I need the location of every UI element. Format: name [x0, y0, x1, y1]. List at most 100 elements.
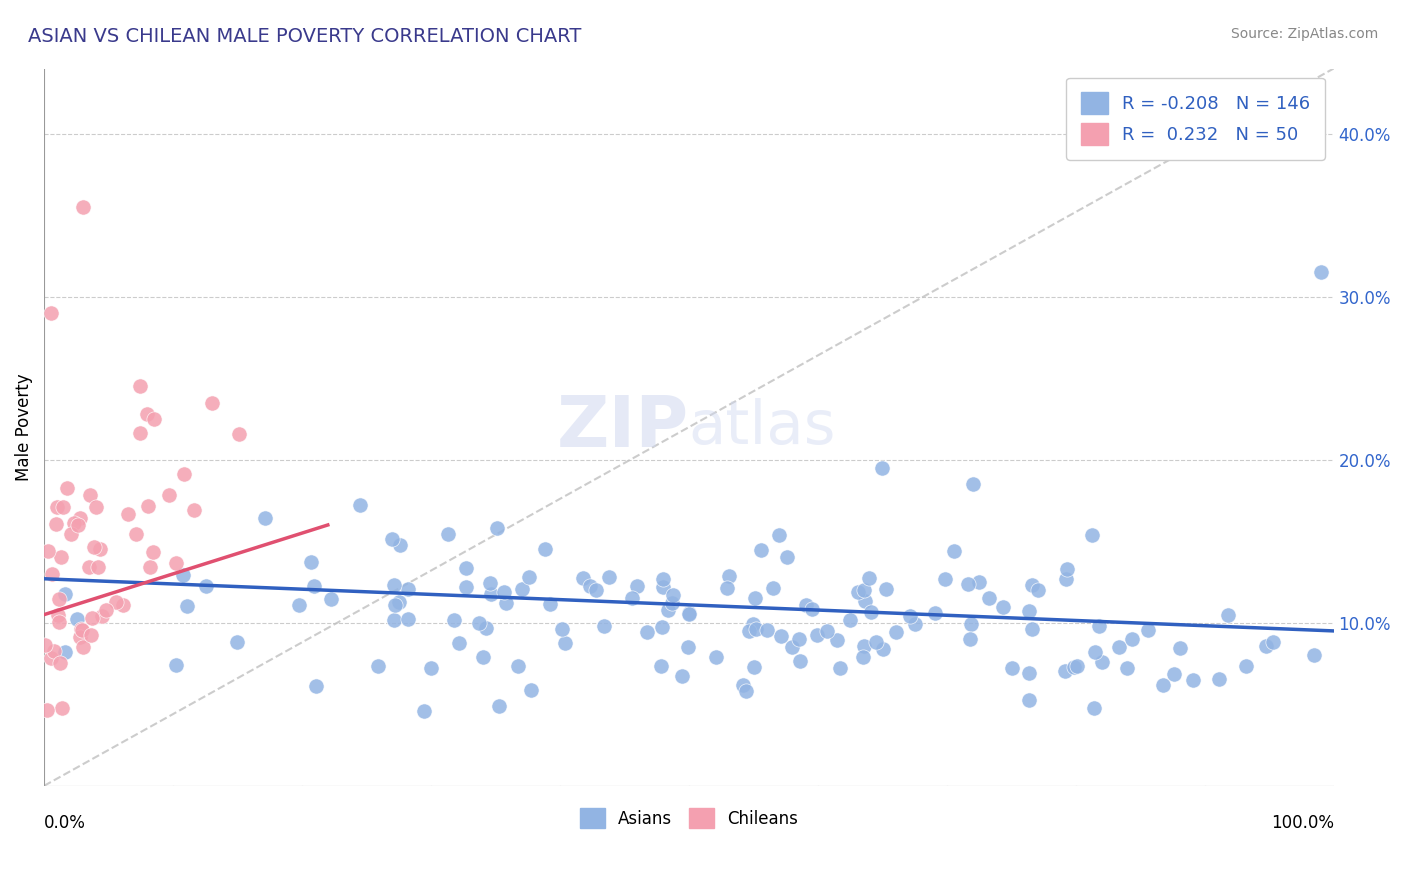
- Asians: [1303, 648, 1326, 663]
- Asians: [825, 632, 848, 647]
- Asians: [853, 582, 876, 597]
- Chileans: [83, 540, 105, 554]
- Chileans: [105, 595, 128, 609]
- Asians: [787, 632, 810, 646]
- Chileans: [69, 630, 91, 644]
- Chileans: [91, 609, 114, 624]
- Asians: [1088, 619, 1111, 633]
- Asians: [488, 698, 510, 713]
- Chileans: [37, 543, 59, 558]
- Asians: [979, 591, 1001, 606]
- Asians: [1137, 624, 1160, 638]
- Asians: [1018, 604, 1040, 618]
- Asians: [1152, 678, 1174, 692]
- Asians: [934, 572, 956, 586]
- Asians: [875, 582, 897, 596]
- Chileans: [51, 701, 73, 715]
- Asians: [1208, 672, 1230, 686]
- Asians: [554, 636, 576, 650]
- Asians: [478, 576, 501, 591]
- Asians: [762, 581, 785, 595]
- Asians: [349, 499, 371, 513]
- Chileans: [49, 549, 72, 564]
- Chileans: [183, 503, 205, 517]
- Asians: [717, 568, 740, 582]
- Asians: [657, 603, 679, 617]
- Chileans: [59, 527, 82, 541]
- Text: atlas: atlas: [689, 398, 837, 457]
- Chileans: [138, 499, 160, 513]
- Asians: [506, 659, 529, 673]
- Asians: [520, 682, 543, 697]
- Text: 100.0%: 100.0%: [1271, 814, 1334, 832]
- Chileans: [142, 412, 165, 426]
- Asians: [486, 521, 509, 535]
- Asians: [288, 598, 311, 612]
- Text: ASIAN VS CHILEAN MALE POVERTY CORRELATION CHART: ASIAN VS CHILEAN MALE POVERTY CORRELATIO…: [28, 27, 582, 45]
- Asians: [472, 650, 495, 665]
- Asians: [66, 611, 89, 625]
- Chileans: [35, 704, 58, 718]
- Asians: [1091, 655, 1114, 669]
- Asians: [1234, 659, 1257, 673]
- Asians: [550, 622, 572, 636]
- Text: ZIP: ZIP: [557, 392, 689, 462]
- Asians: [1168, 640, 1191, 655]
- Asians: [396, 582, 419, 597]
- Asians: [626, 579, 648, 593]
- Asians: [517, 570, 540, 584]
- Asians: [852, 650, 875, 665]
- Chileans: [128, 378, 150, 392]
- Asians: [299, 555, 322, 569]
- Asians: [745, 622, 768, 636]
- Asians: [848, 585, 870, 599]
- Asians: [585, 583, 607, 598]
- Y-axis label: Male Poverty: Male Poverty: [15, 374, 32, 481]
- Asians: [1063, 659, 1085, 673]
- Asians: [749, 543, 772, 558]
- Asians: [510, 582, 533, 597]
- Asians: [768, 527, 790, 541]
- Asians: [1261, 635, 1284, 649]
- Chileans: [48, 615, 70, 629]
- Asians: [367, 659, 389, 673]
- Asians: [884, 624, 907, 639]
- Asians: [650, 658, 672, 673]
- Asians: [443, 613, 465, 627]
- Asians: [853, 639, 876, 653]
- Asians: [661, 588, 683, 602]
- Asians: [872, 461, 894, 475]
- Chileans: [44, 516, 66, 531]
- Chileans: [117, 508, 139, 522]
- Chileans: [52, 500, 75, 515]
- Asians: [1054, 664, 1077, 678]
- Chileans: [96, 603, 118, 617]
- Asians: [1083, 700, 1105, 714]
- Asians: [225, 635, 247, 649]
- Asians: [780, 640, 803, 654]
- Asians: [474, 621, 496, 635]
- Asians: [678, 607, 700, 621]
- Asians: [481, 587, 503, 601]
- Asians: [388, 538, 411, 552]
- Asians: [991, 599, 1014, 614]
- Chileans: [201, 395, 224, 409]
- Asians: [495, 597, 517, 611]
- Text: 0.0%: 0.0%: [44, 814, 86, 832]
- Asians: [678, 606, 700, 620]
- Asians: [172, 568, 194, 582]
- Asians: [1056, 562, 1078, 576]
- Asians: [716, 581, 738, 595]
- Asians: [959, 632, 981, 646]
- Asians: [865, 634, 887, 648]
- Asians: [738, 624, 761, 638]
- Asians: [398, 611, 420, 625]
- Asians: [1116, 661, 1139, 675]
- Asians: [1054, 572, 1077, 586]
- Asians: [305, 679, 328, 693]
- Asians: [755, 623, 778, 637]
- Chileans: [69, 510, 91, 524]
- Asians: [593, 619, 616, 633]
- Asians: [962, 477, 984, 491]
- Chileans: [48, 591, 70, 606]
